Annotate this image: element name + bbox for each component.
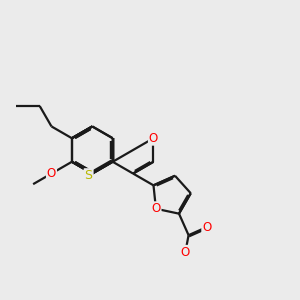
Text: O: O (181, 246, 190, 259)
Text: O: O (149, 132, 158, 145)
Text: S: S (85, 169, 93, 182)
Text: O: O (47, 167, 56, 180)
Text: O: O (151, 202, 160, 215)
Text: O: O (202, 220, 212, 233)
